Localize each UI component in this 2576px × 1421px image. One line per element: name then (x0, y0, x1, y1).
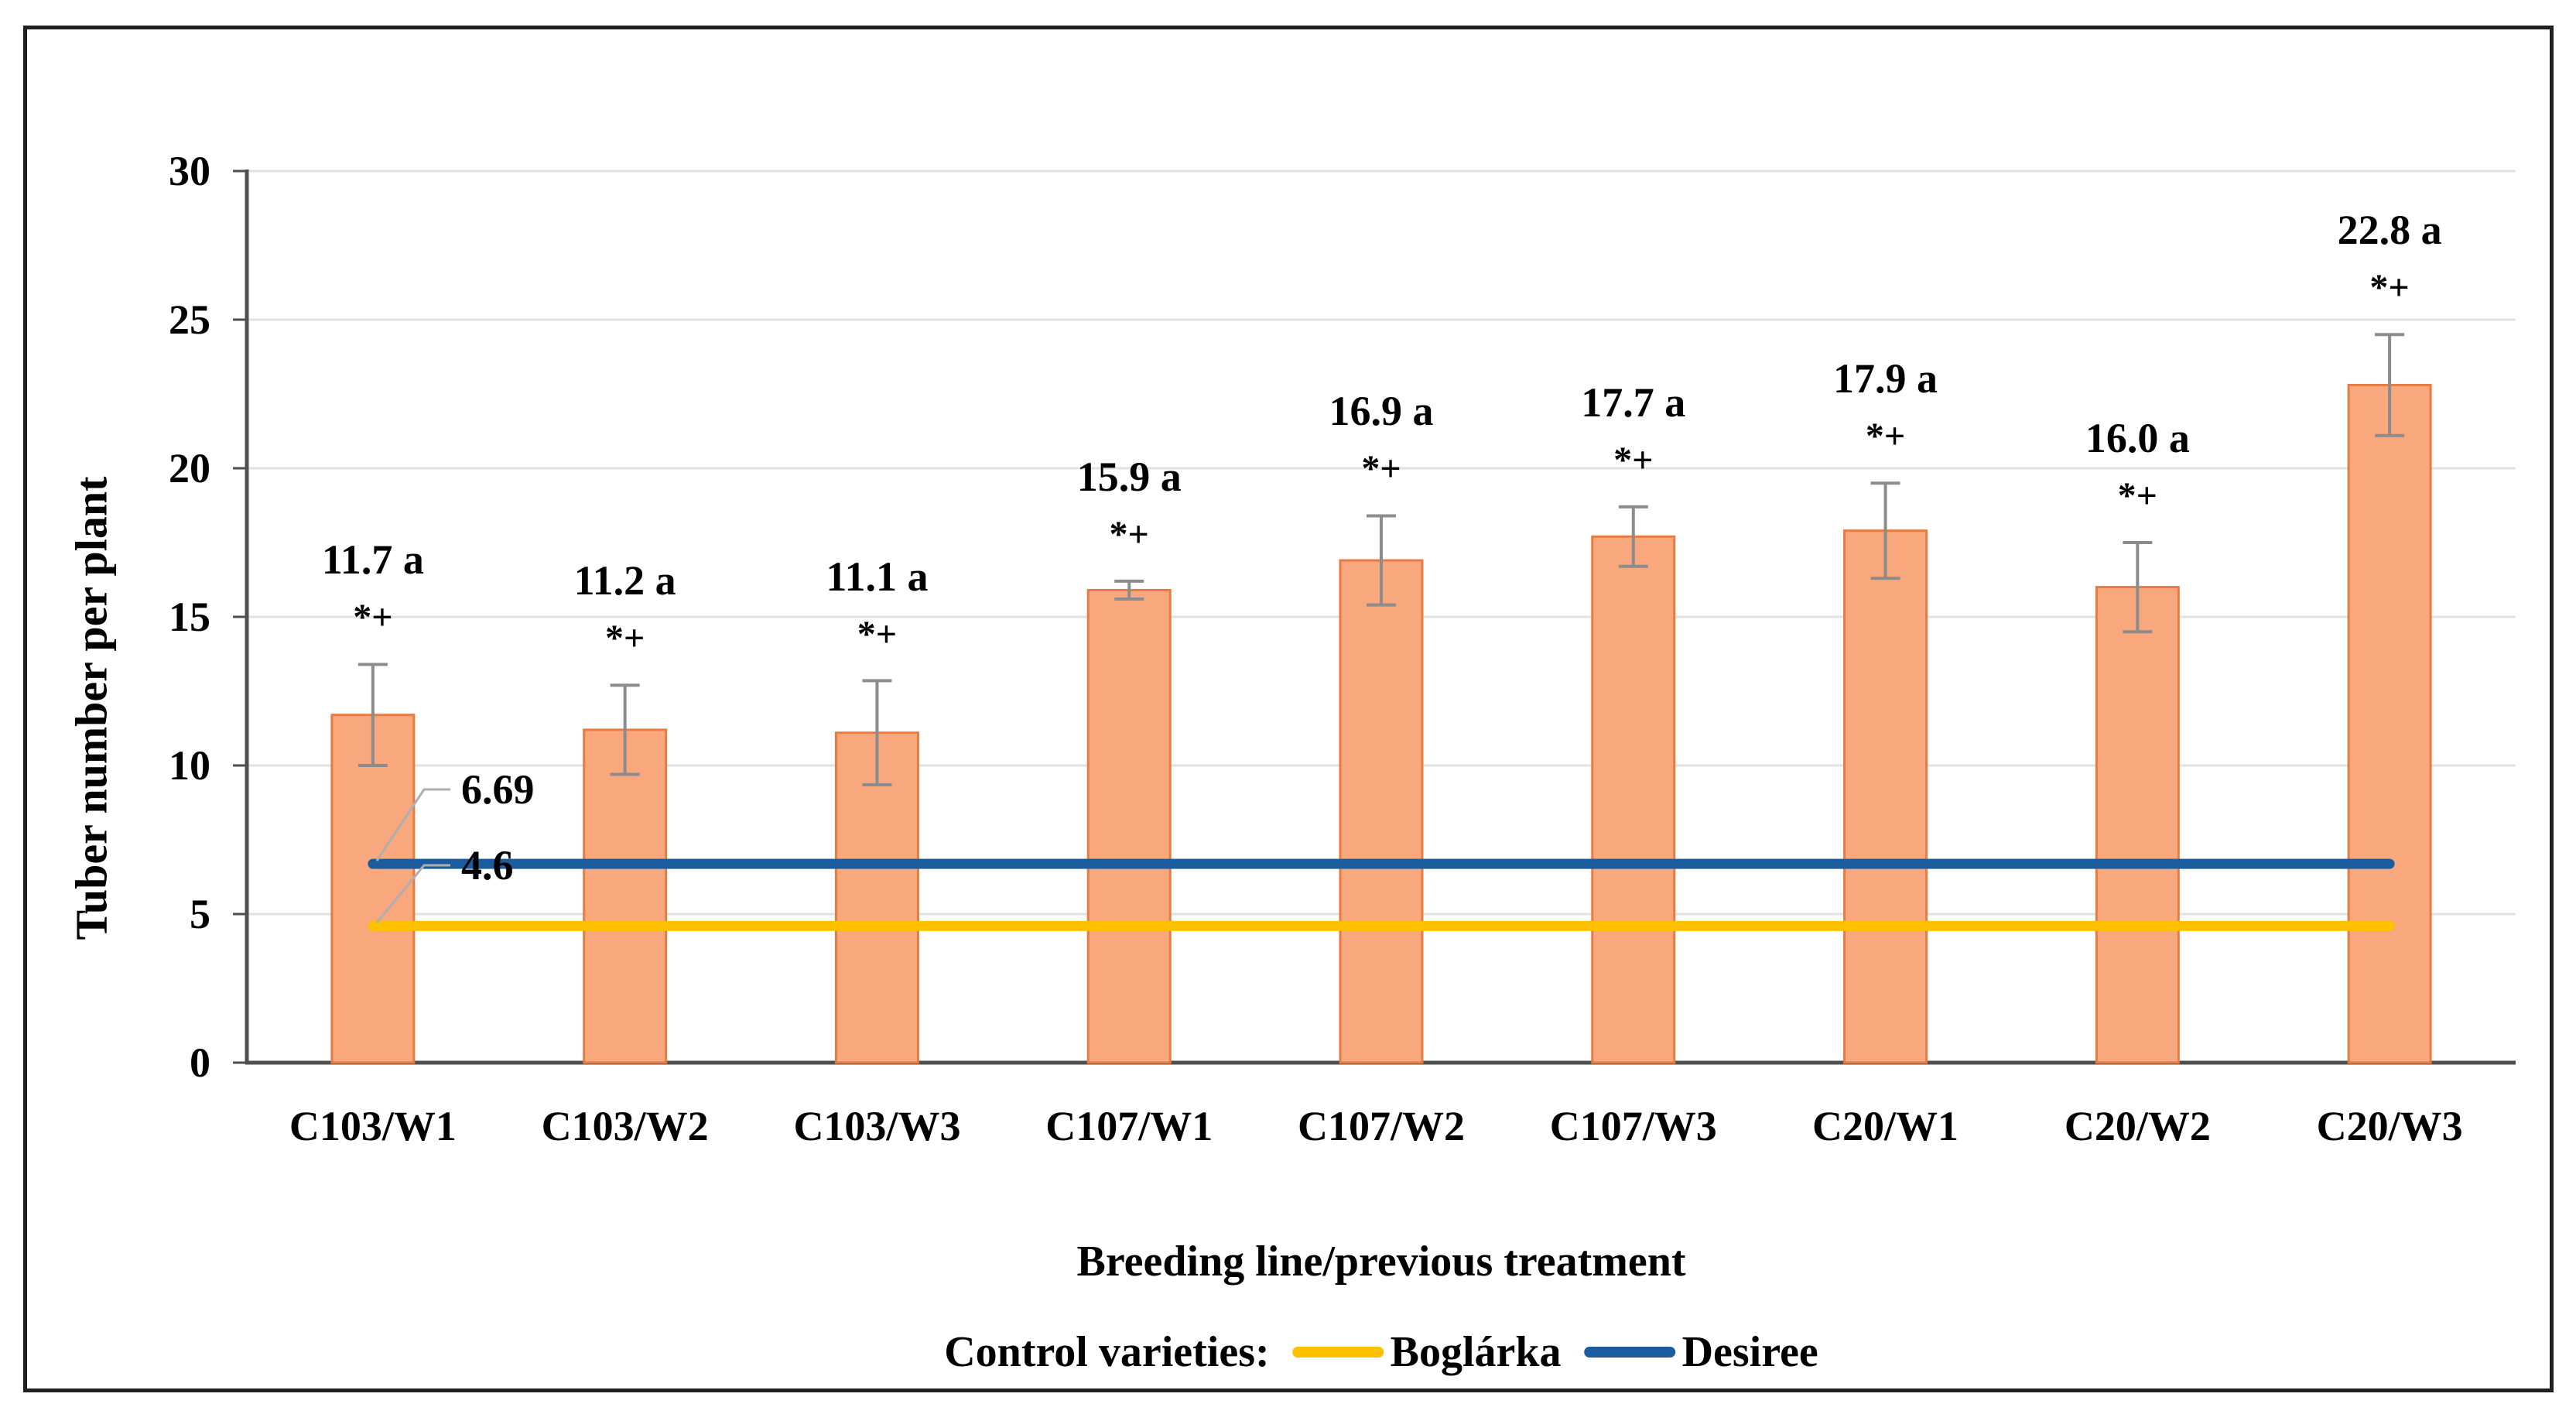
x-tick-label-C20/W1: C20/W1 (1812, 1103, 1959, 1149)
significance-label-C107/W1: *+ (1109, 513, 1149, 555)
x-tick-label-C103/W2: C103/W2 (541, 1103, 709, 1149)
x-tick-label-C107/W1: C107/W1 (1045, 1103, 1213, 1149)
y-tick-label-0: 0 (190, 1039, 210, 1086)
significance-label-C103/W3: *+ (857, 613, 898, 655)
y-tick-label-25: 25 (169, 296, 210, 343)
y-tick-label-10: 10 (169, 742, 210, 789)
bar-value-label-C107/W3: 17.7 a (1581, 378, 1686, 426)
bar-value-label-C20/W2: 16.0 a (2085, 415, 2190, 461)
x-axis-title: Breeding line/previous treatment (1076, 1238, 1686, 1286)
bar-C20/W3 (2347, 383, 2432, 1064)
bar-C107/W2 (1339, 559, 1424, 1064)
bar-value-label-C20/W1: 17.9 a (1833, 355, 1938, 402)
boglarka-line-swatch (1292, 1347, 1384, 1358)
callout-leader-desiree (375, 788, 450, 861)
bar-C103/W1 (330, 714, 416, 1064)
x-tick-label-C103/W3: C103/W3 (793, 1103, 961, 1149)
significance-label-C20/W2: *+ (2117, 475, 2158, 516)
figure-border (23, 26, 2554, 1392)
bar-C20/W2 (2095, 586, 2180, 1064)
bar-value-label-C20/W3: 22.8 a (2337, 207, 2442, 254)
significance-label-C103/W1: *+ (353, 597, 393, 639)
legend-title: Control varieties: (944, 1328, 1270, 1376)
bar-value-label-C103/W1: 11.7 a (321, 536, 424, 584)
legend-label-boglarka: Boglárka (1390, 1328, 1562, 1376)
significance-label-C20/W3: *+ (2369, 267, 2410, 309)
bar-value-label-C107/W2: 16.9 a (1329, 388, 1434, 435)
callout-leader-boglárka (375, 864, 450, 924)
legend: Control varieties: Boglárka Desiree (944, 1327, 1818, 1377)
bar-value-label-C103/W3: 11.1 a (826, 553, 929, 600)
y-axis-title: Tuber number per plant (66, 476, 117, 940)
significance-label-C107/W3: *+ (1613, 439, 1654, 481)
x-tick-label-C20/W2: C20/W2 (2064, 1103, 2211, 1149)
reference-value-label-desiree: 6.69 (461, 766, 535, 813)
reference-value-label-boglárka: 4.6 (461, 842, 514, 889)
legend-label-desiree: Desiree (1681, 1328, 1818, 1376)
bar-C103/W2 (583, 728, 668, 1064)
y-tick-label-5: 5 (190, 891, 210, 937)
x-tick-label-C107/W3: C107/W3 (1549, 1103, 1717, 1149)
significance-label-C107/W2: *+ (1361, 448, 1401, 490)
bar-C20/W1 (1843, 529, 1928, 1064)
x-tick-label-C107/W2: C107/W2 (1298, 1103, 1465, 1149)
x-tick-label-C20/W3: C20/W3 (2316, 1103, 2463, 1149)
y-tick-label-30: 30 (169, 148, 210, 194)
y-tick-label-20: 20 (169, 445, 210, 491)
y-tick-label-15: 15 (169, 594, 210, 640)
bar-C107/W3 (1591, 535, 1676, 1064)
x-tick-label-C103/W1: C103/W1 (289, 1103, 457, 1149)
bar-value-label-C103/W2: 11.2 a (573, 557, 676, 604)
significance-label-C20/W1: *+ (1865, 416, 1906, 457)
bar-C107/W1 (1086, 588, 1172, 1064)
bar-value-label-C107/W1: 15.9 a (1076, 453, 1182, 500)
significance-label-C103/W2: *+ (604, 618, 645, 659)
desiree-line-swatch (1584, 1347, 1676, 1358)
